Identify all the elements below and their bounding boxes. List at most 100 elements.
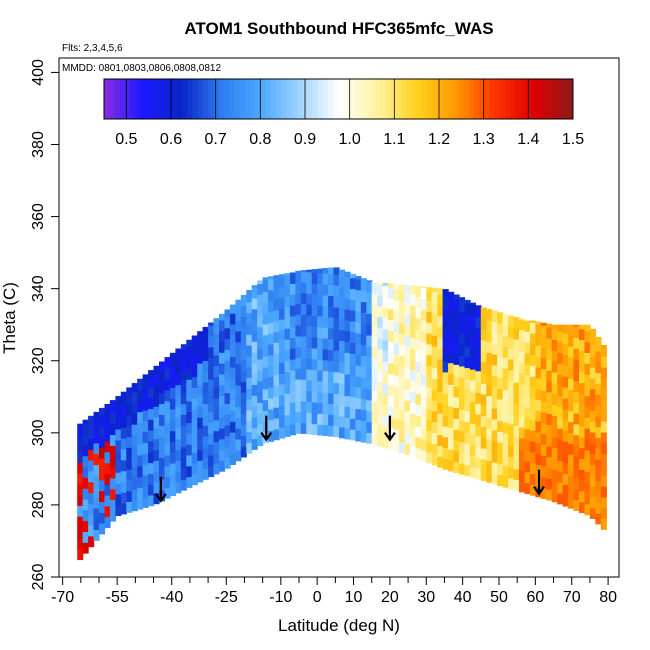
heatmap-cell	[224, 425, 231, 437]
heatmap-cell	[497, 474, 504, 486]
heatmap-cell	[475, 457, 482, 469]
heatmap-cell	[311, 391, 318, 403]
heatmap-cell	[519, 427, 526, 439]
heatmap-cell	[453, 429, 460, 441]
heatmap-cell	[595, 394, 602, 406]
heatmap-cell	[415, 371, 422, 384]
heatmap-cell	[579, 350, 586, 362]
colorbar-tick-label: 1.0	[339, 131, 361, 148]
heatmap-cell	[137, 422, 144, 434]
heatmap-cell	[355, 408, 362, 420]
heatmap-cell	[600, 388, 607, 401]
heatmap-cell	[306, 325, 313, 338]
heatmap-cell	[240, 402, 247, 415]
heatmap-cell	[377, 348, 384, 361]
heatmap-cell	[584, 384, 591, 397]
heatmap-cell	[333, 350, 340, 362]
colorbar-segment	[203, 79, 209, 119]
heatmap-cell	[562, 462, 569, 475]
heatmap-cell	[208, 433, 215, 445]
heatmap-cell	[191, 354, 198, 367]
heatmap-cell	[262, 277, 269, 282]
heatmap-cell	[399, 333, 406, 345]
heatmap-cell	[448, 291, 455, 299]
heatmap-cell	[557, 341, 564, 353]
colorbar-segment	[260, 79, 267, 119]
heatmap-cell	[126, 469, 133, 481]
heatmap-cell	[480, 458, 487, 471]
heatmap-cell	[589, 399, 596, 411]
heatmap-cell	[382, 328, 389, 341]
heatmap-cell	[409, 391, 416, 403]
heatmap-cell	[420, 395, 427, 408]
heatmap-cell	[475, 403, 482, 415]
heatmap-cell	[175, 384, 182, 396]
heatmap-cell	[229, 356, 236, 368]
heatmap-cell	[568, 421, 575, 434]
heatmap-cell	[573, 380, 580, 392]
heatmap-cell	[257, 305, 264, 317]
heatmap-cell	[426, 451, 433, 464]
heatmap-cell	[295, 400, 302, 413]
heatmap-cell	[366, 432, 373, 444]
heatmap-cell	[426, 300, 433, 312]
heatmap-cell	[300, 400, 307, 413]
heatmap-cell	[377, 338, 384, 350]
heatmap-cell	[508, 412, 515, 425]
heatmap-cell	[573, 488, 580, 501]
heatmap-cell	[180, 446, 187, 459]
heatmap-cell	[355, 430, 362, 442]
heatmap-cell	[284, 414, 291, 427]
heatmap-cell	[344, 352, 351, 364]
heatmap-cell	[535, 321, 542, 325]
heatmap-cell	[180, 403, 187, 415]
heatmap-cell	[355, 354, 362, 366]
heatmap-cell	[333, 415, 340, 427]
heatmap-cell	[131, 383, 138, 393]
heatmap-cell	[344, 384, 351, 397]
heatmap-cell	[77, 483, 84, 496]
heatmap-cell	[213, 398, 220, 410]
heatmap-cell	[475, 305, 482, 307]
heatmap-cell	[268, 333, 275, 345]
heatmap-cell	[480, 361, 487, 373]
heatmap-cell	[420, 363, 427, 375]
heatmap-cell	[153, 481, 160, 494]
heatmap-cell	[131, 402, 138, 414]
heatmap-cell	[120, 391, 127, 396]
heatmap-cell	[246, 388, 253, 400]
heatmap-cell	[219, 406, 226, 418]
heatmap-cell	[148, 419, 155, 431]
heatmap-cell	[448, 341, 455, 353]
heatmap-cell	[355, 332, 362, 345]
heatmap-cell	[557, 352, 564, 364]
heatmap-cell	[328, 284, 335, 296]
heatmap-cell	[589, 453, 596, 465]
heatmap-cell	[469, 434, 476, 446]
colorbar-segment	[520, 79, 527, 119]
colorbar-segment	[421, 79, 428, 119]
heatmap-cell	[486, 406, 493, 418]
heatmap-cell	[175, 348, 182, 353]
heatmap-cell	[469, 390, 476, 403]
heatmap-cell	[508, 369, 515, 382]
heatmap-cell	[137, 476, 144, 488]
heatmap-cell	[77, 462, 84, 474]
heatmap-cell	[464, 399, 471, 412]
heatmap-cell	[295, 292, 302, 304]
heatmap-cell	[393, 440, 400, 452]
heatmap-cell	[399, 366, 406, 378]
heatmap-cell	[557, 363, 564, 375]
heatmap-cell	[573, 337, 580, 349]
heatmap-cell	[437, 348, 444, 360]
heatmap-cell	[77, 548, 84, 560]
heatmap-cell	[453, 450, 460, 463]
heatmap-cell	[213, 463, 220, 475]
heatmap-cell	[333, 285, 340, 297]
heatmap-cell	[562, 324, 569, 334]
heatmap-cell	[420, 428, 427, 440]
heatmap-cell	[333, 274, 340, 286]
heatmap-cell	[262, 323, 269, 336]
heatmap-cell	[208, 325, 215, 337]
heatmap-cell	[137, 454, 144, 467]
